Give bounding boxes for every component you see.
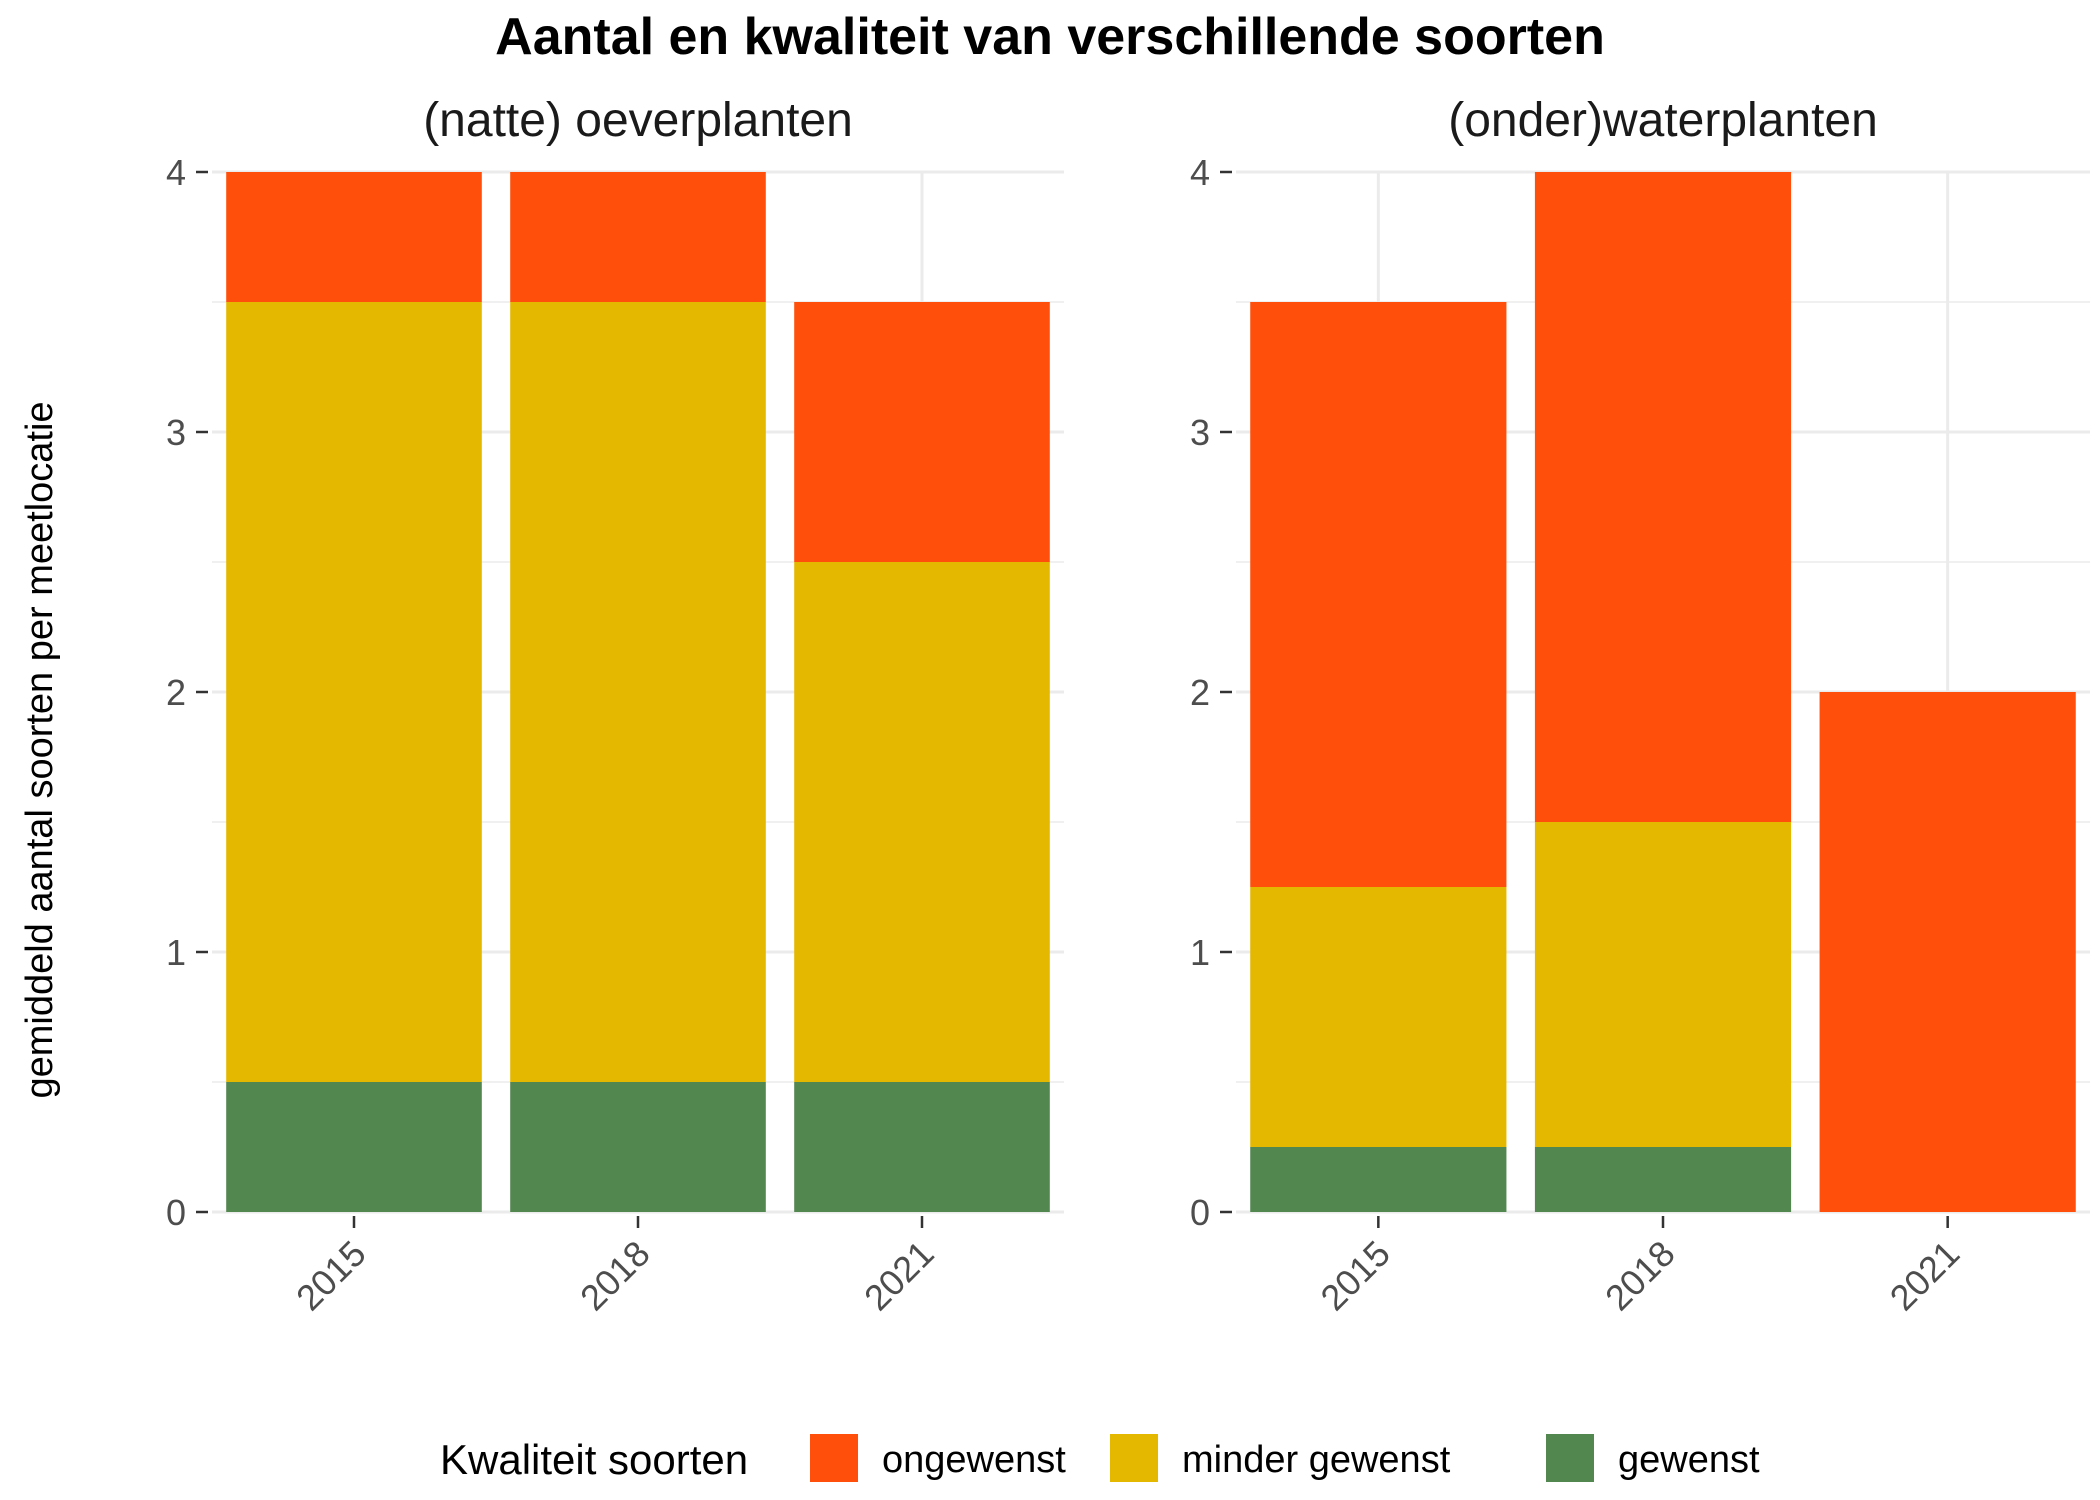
x-tick-label: 2018 xyxy=(572,1233,658,1319)
panel-2: (onder)waterplanten 0 1 2 3 4 2015 2018 2021 xyxy=(1190,94,2090,1318)
bar-gewenst-2018 xyxy=(1534,1147,1792,1212)
bar-gewenst-2021 xyxy=(794,1082,1050,1212)
legend-swatch-gewenst xyxy=(1546,1434,1594,1482)
y-tick-label: 0 xyxy=(166,1192,186,1233)
legend-label-gewenst: gewenst xyxy=(1618,1439,1760,1481)
panel-1: (natte) oeverplanten 0 1 2 3 4 2015 2018 2021 xyxy=(166,94,1064,1318)
bar-ongewenst-2021 xyxy=(794,302,1050,562)
bar-ongewenst-2018 xyxy=(510,172,766,302)
bar-minder-gewenst-2015 xyxy=(1250,887,1507,1147)
legend: Kwaliteit soorten ongewenst minder gewens… xyxy=(440,1434,1760,1483)
bar-ongewenst-2018 xyxy=(1534,172,1792,822)
bar-ongewenst-2015 xyxy=(226,172,482,302)
bar-minder-gewenst-2021 xyxy=(794,562,1050,1082)
bar-ongewenst-2015 xyxy=(1250,302,1507,887)
panel-title: (onder)waterplanten xyxy=(1448,94,1878,147)
y-tick-label: 3 xyxy=(166,412,186,453)
x-tick-label: 2015 xyxy=(1312,1233,1398,1319)
x-tick-label: 2021 xyxy=(856,1233,942,1319)
y-tick-label: 4 xyxy=(1190,152,1210,193)
bar-minder-gewenst-2018 xyxy=(510,302,766,1082)
legend-title: Kwaliteit soorten xyxy=(440,1436,748,1483)
x-tick-label: 2018 xyxy=(1597,1233,1683,1319)
bar-gewenst-2015 xyxy=(1250,1147,1507,1212)
legend-swatch-ongewenst xyxy=(810,1434,858,1482)
y-tick-label: 0 xyxy=(1190,1192,1210,1233)
bar-minder-gewenst-2018 xyxy=(1534,822,1792,1147)
bar-minder-gewenst-2015 xyxy=(226,302,482,1082)
y-axis-label: gemiddeld aantal soorten per meetlocatie xyxy=(19,401,61,1098)
y-tick-label: 3 xyxy=(1190,412,1210,453)
legend-label-ongewenst: ongewenst xyxy=(882,1439,1066,1481)
x-tick-label: 2015 xyxy=(288,1233,374,1319)
bar-gewenst-2018 xyxy=(510,1082,766,1212)
legend-label-minder-gewenst: minder gewenst xyxy=(1182,1439,1451,1481)
y-tick-label: 1 xyxy=(166,932,186,973)
panel-title: (natte) oeverplanten xyxy=(423,94,853,147)
y-tick-label: 4 xyxy=(166,152,186,193)
x-tick-label: 2021 xyxy=(1882,1233,1968,1319)
y-tick-label: 2 xyxy=(1190,672,1210,713)
chart-title: Aantal en kwaliteit van verschillende so… xyxy=(495,8,1605,66)
y-tick-label: 2 xyxy=(166,672,186,713)
bar-ongewenst-2021 xyxy=(1819,692,2076,1212)
bar-gewenst-2015 xyxy=(226,1082,482,1212)
legend-swatch-minder-gewenst xyxy=(1110,1434,1158,1482)
y-tick-label: 1 xyxy=(1190,932,1210,973)
